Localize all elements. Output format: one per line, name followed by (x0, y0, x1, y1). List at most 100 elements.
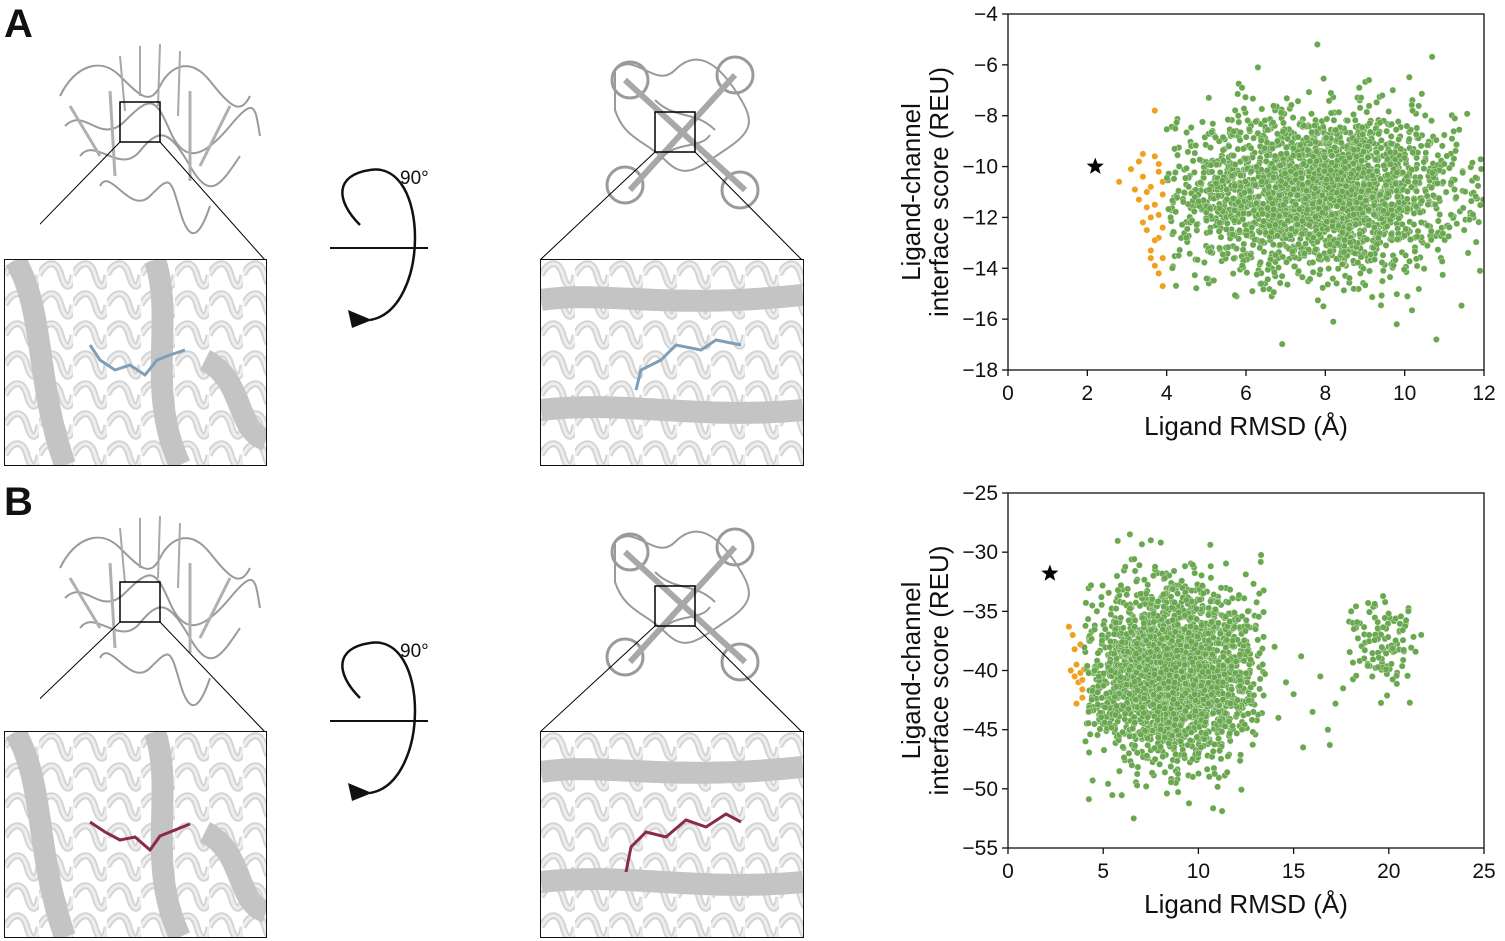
data-point (1169, 583, 1177, 591)
data-point (1207, 206, 1215, 213)
data-point (1087, 707, 1094, 715)
data-point (1368, 244, 1376, 251)
data-point (1412, 165, 1420, 173)
data-point (1115, 731, 1123, 739)
data-point (1369, 190, 1377, 198)
data-point (1192, 676, 1200, 684)
data-point (1220, 614, 1228, 622)
data-point (1175, 609, 1183, 616)
data-point (1224, 116, 1232, 123)
data-point (1313, 228, 1320, 236)
data-point (1202, 661, 1209, 669)
data-point (1091, 663, 1099, 671)
data-point (1324, 147, 1332, 155)
data-point (1120, 730, 1128, 738)
data-point (1318, 220, 1325, 228)
data-point (1256, 675, 1264, 683)
data-point (1403, 208, 1411, 215)
data-point (1244, 622, 1252, 630)
data-point (1265, 182, 1273, 190)
data-point (1304, 234, 1312, 242)
data-point (1298, 217, 1306, 225)
data-point (1308, 130, 1316, 137)
data-point (1131, 696, 1139, 704)
data-point (1206, 186, 1213, 194)
data-point (1192, 284, 1200, 292)
data-point (1460, 226, 1468, 234)
data-point (1266, 147, 1274, 154)
data-point (1110, 618, 1118, 625)
data-point (1372, 149, 1380, 156)
data-point (1332, 147, 1340, 155)
data-point (1222, 625, 1230, 633)
data-point (1284, 182, 1291, 189)
data-point (1141, 600, 1149, 608)
data-point (1377, 190, 1384, 197)
data-point (1252, 731, 1259, 738)
data-point (1219, 661, 1227, 669)
data-point (1344, 188, 1351, 196)
data-point (1147, 720, 1155, 728)
data-point (1196, 585, 1203, 593)
data-point (1147, 214, 1155, 221)
data-point (1266, 194, 1274, 202)
data-point (1394, 160, 1402, 168)
data-point (1081, 648, 1089, 656)
data-point (1281, 125, 1289, 133)
data-point (1217, 601, 1225, 609)
data-point (1223, 170, 1231, 178)
data-point (1381, 173, 1388, 181)
data-point (1298, 166, 1305, 174)
data-point (1340, 155, 1348, 163)
data-point (1315, 206, 1322, 214)
data-point (1126, 731, 1133, 739)
data-point (1337, 193, 1345, 201)
data-point (1380, 207, 1387, 215)
data-point (1363, 215, 1370, 222)
data-point (1190, 694, 1198, 701)
data-point (1187, 616, 1195, 624)
data-point (1193, 756, 1201, 764)
data-point (1141, 610, 1148, 618)
data-point (1215, 680, 1223, 687)
data-point (1180, 676, 1188, 684)
data-point (1152, 721, 1159, 728)
data-point (1345, 176, 1352, 184)
data-point (1293, 222, 1301, 230)
data-point (1365, 187, 1372, 194)
data-point (1351, 188, 1359, 196)
data-point (1183, 238, 1191, 246)
data-point (1325, 140, 1333, 148)
data-point (1325, 164, 1333, 171)
data-point (1311, 232, 1319, 239)
data-point (1282, 134, 1290, 142)
data-point (1262, 231, 1270, 238)
data-point (1395, 235, 1403, 243)
data-point (1268, 228, 1276, 235)
data-point (1201, 259, 1208, 266)
data-point (1206, 620, 1214, 628)
data-point (1321, 154, 1329, 161)
data-point (1349, 184, 1357, 192)
data-point (1174, 643, 1181, 650)
data-point (1226, 169, 1233, 177)
data-point (1350, 232, 1357, 239)
data-point (1113, 673, 1121, 680)
data-point (1148, 668, 1156, 676)
data-point (1159, 282, 1167, 290)
data-point (1165, 205, 1172, 213)
data-point (1212, 222, 1220, 229)
data-point (1120, 651, 1128, 659)
data-point (1191, 722, 1199, 729)
data-point (1353, 210, 1361, 217)
data-point (1135, 677, 1143, 684)
data-point (1420, 265, 1428, 273)
data-point (1166, 658, 1174, 666)
data-point (1189, 645, 1197, 652)
data-point (1219, 177, 1226, 185)
data-point (1291, 134, 1298, 142)
data-point (1101, 719, 1109, 726)
data-point (1121, 685, 1129, 693)
data-point (1344, 246, 1351, 254)
data-point (1183, 129, 1190, 136)
